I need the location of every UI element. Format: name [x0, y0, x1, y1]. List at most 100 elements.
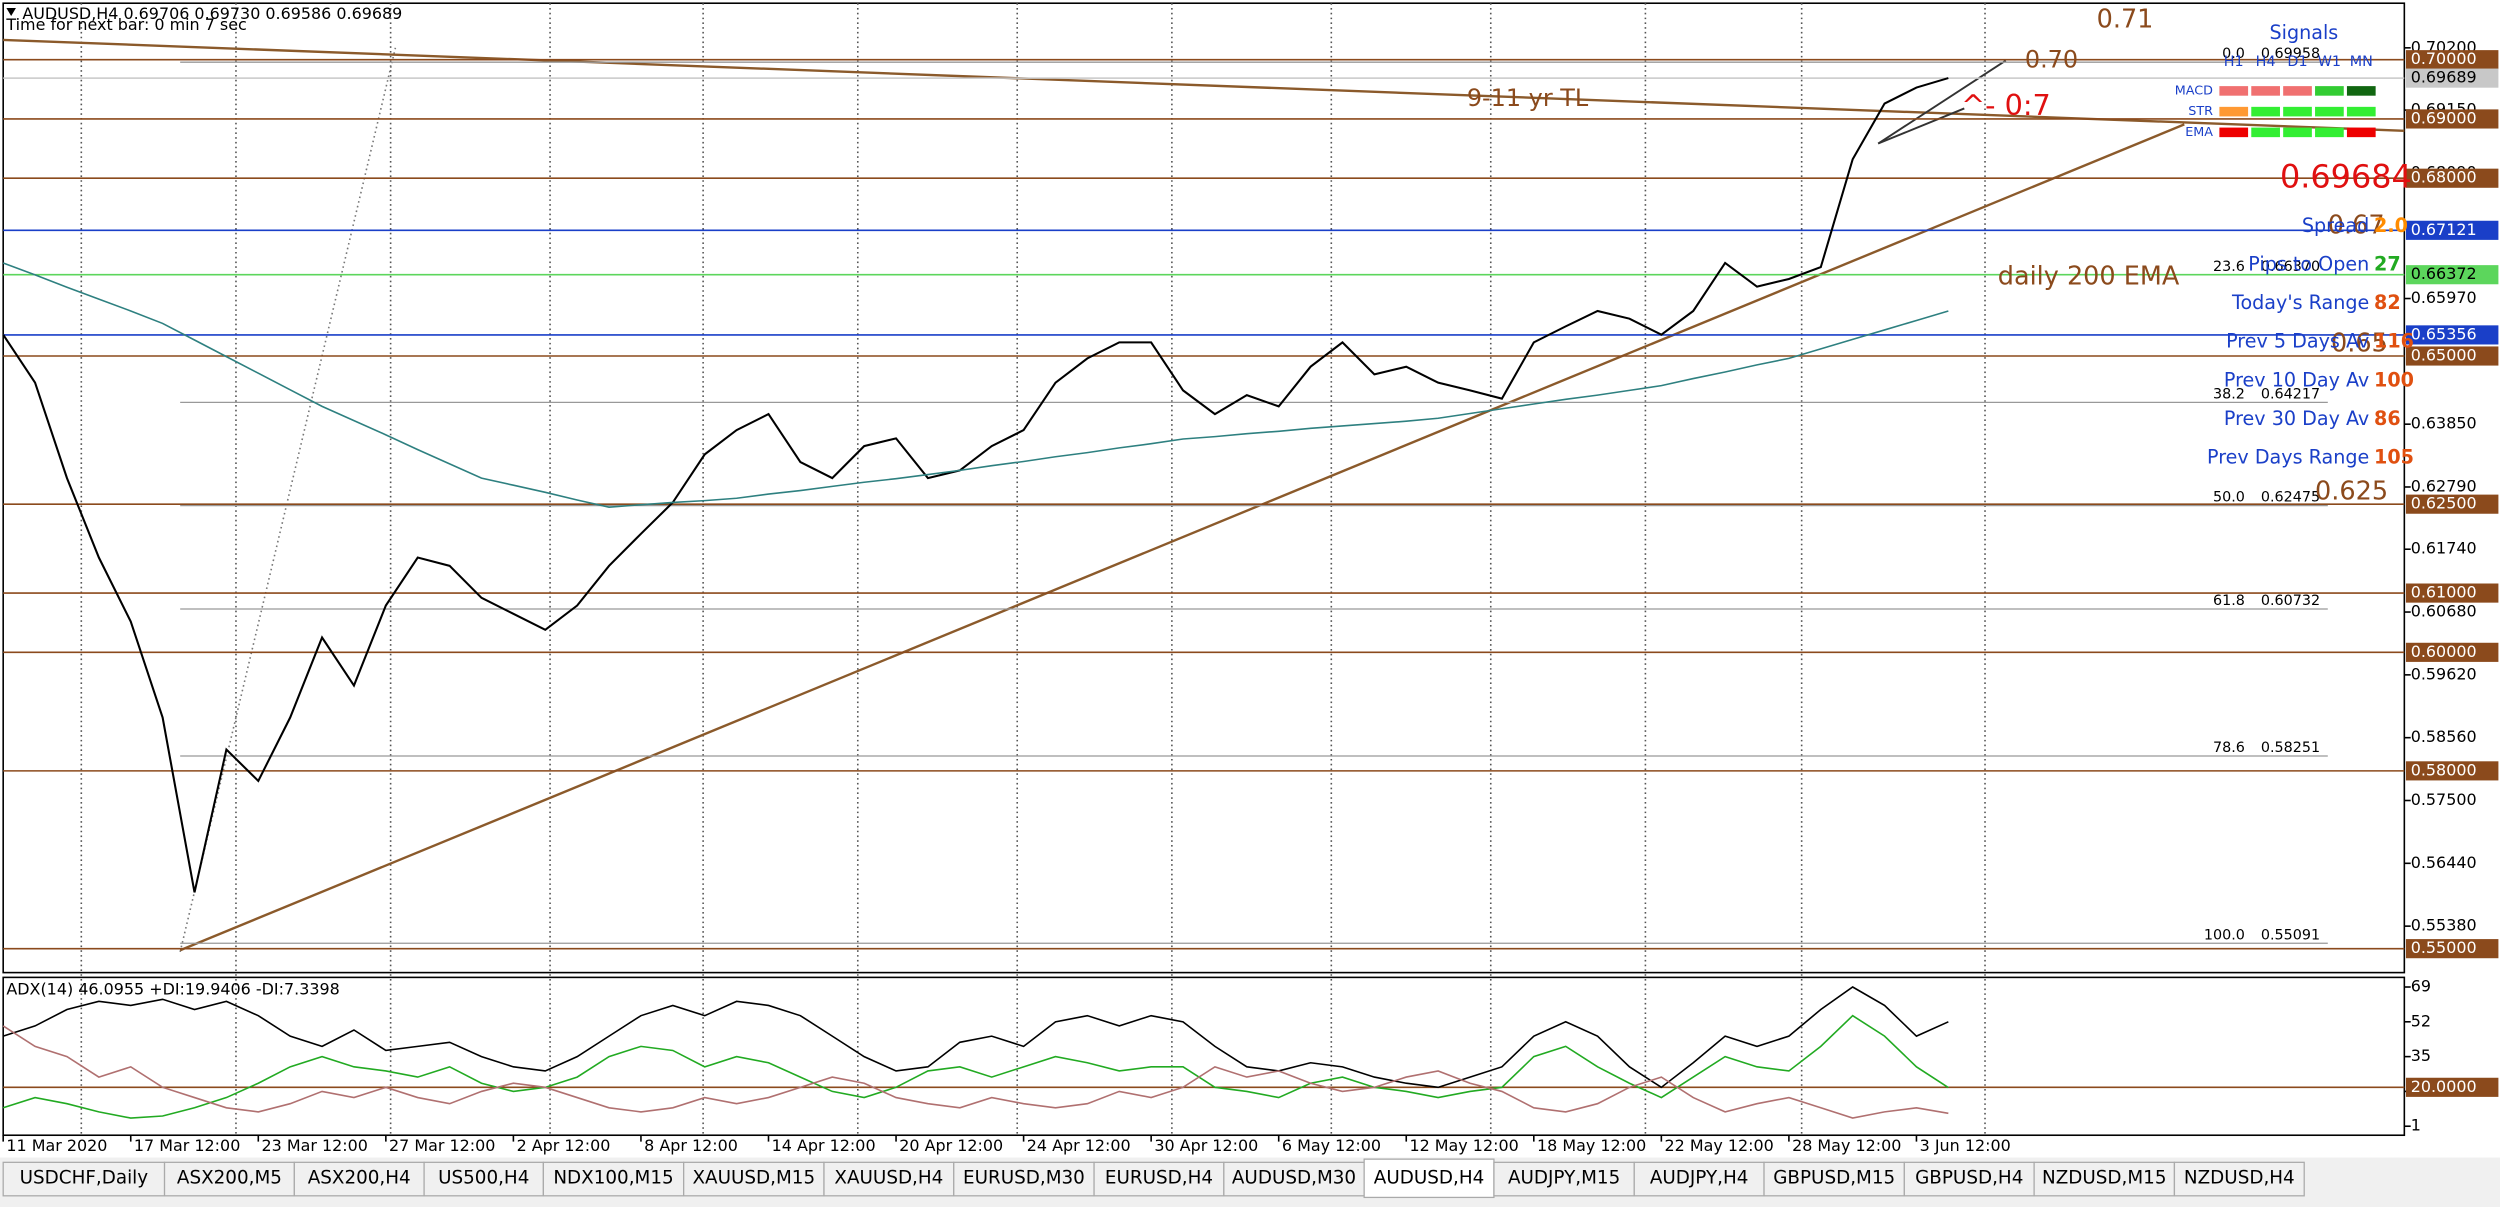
tab-label[interactable]: XAUUSD,H4 [834, 1167, 943, 1188]
tab-label[interactable]: NZDUSD,H4 [2184, 1167, 2295, 1188]
level-box [2405, 346, 2499, 366]
tab-label[interactable]: GBPUSD,M15 [1773, 1167, 1895, 1188]
fib-trend-line [179, 47, 397, 953]
signal-column: D1 [2287, 54, 2307, 70]
x-tick-label: 6 May 12:00 [1282, 1136, 1381, 1155]
signal-row-label: STR [2188, 104, 2213, 119]
y-tick-label: 0.59620 [2411, 664, 2477, 683]
level-box [2405, 494, 2499, 514]
level-label: 0.60000 [2411, 642, 2477, 661]
y-tick-label: 0.56440 [2411, 853, 2477, 872]
y-tick-label: 0.60680 [2411, 602, 2477, 621]
tab-label[interactable]: US500,H4 [438, 1167, 529, 1188]
series-line [2, 77, 1949, 893]
signal-column: W1 [2318, 54, 2341, 70]
series-line [2, 986, 1949, 1089]
signal-box [2346, 127, 2376, 138]
x-tick-label: 20 Apr 12:00 [899, 1136, 1003, 1155]
level-box [2405, 325, 2499, 345]
level-box [2405, 109, 2499, 129]
y-tick-label: 0.58560 [2411, 727, 2477, 746]
annotation: 0.69684 [2280, 158, 2412, 196]
tab-label[interactable]: USDCHF,Daily [20, 1167, 149, 1188]
tab[interactable] [1633, 1161, 1765, 1197]
signal-column: H4 [2256, 54, 2276, 70]
fib-price: 0.62475 [2261, 490, 2320, 506]
tab-label[interactable]: AUDUSD,M30 [1232, 1167, 1356, 1188]
tab-label[interactable]: EURUSD,H4 [1105, 1167, 1213, 1188]
fib-level: 61.8 [2213, 593, 2245, 609]
level-label: 0.65000 [2411, 346, 2477, 365]
tab[interactable] [1093, 1161, 1225, 1197]
x-tick-label: 3 Jun 12:00 [1920, 1136, 2011, 1155]
tab[interactable] [1223, 1161, 1365, 1197]
x-tick-label: 27 Mar 12:00 [389, 1136, 495, 1155]
tab[interactable] [823, 1161, 955, 1197]
signal-box [2251, 127, 2280, 138]
tab-label[interactable]: AUDJPY,M15 [1508, 1167, 1620, 1188]
tab-label[interactable]: GBPUSD,H4 [1915, 1167, 2023, 1188]
annotation: 0.65 [2331, 328, 2388, 358]
tab[interactable] [293, 1161, 425, 1197]
level-box [2405, 50, 2499, 70]
channel-line [1877, 59, 2007, 145]
signal-box [2219, 127, 2249, 138]
tab-label[interactable]: EURUSD,M30 [963, 1167, 1085, 1188]
tab[interactable] [1903, 1161, 2035, 1197]
tab-label[interactable]: ASX200,M5 [177, 1167, 282, 1188]
signal-box [2219, 86, 2249, 96]
signal-box [2251, 106, 2280, 117]
annotation: 9-11 yr TL [1467, 84, 1589, 112]
info-label: Prev Days Range [2207, 445, 2369, 468]
x-tick-label: 14 Apr 12:00 [772, 1136, 876, 1155]
main-panel-frame [2, 2, 2406, 974]
up-trend-line [179, 123, 2185, 952]
x-tick-label: 2 Apr 12:00 [517, 1136, 611, 1155]
tab-label[interactable]: ASX200,H4 [308, 1167, 411, 1188]
fib-level: 0.0 [2222, 46, 2245, 62]
x-tick-label: 24 Apr 12:00 [1027, 1136, 1131, 1155]
tab[interactable] [2, 1161, 166, 1197]
level-label: 0.58000 [2411, 760, 2477, 779]
info-value: 86 [2374, 407, 2401, 430]
signal-column: MN [2350, 54, 2373, 70]
tab[interactable] [683, 1161, 825, 1197]
annotation: 0.71 [2097, 5, 2154, 35]
level-box [2405, 168, 2499, 188]
tab[interactable] [2173, 1161, 2305, 1197]
x-tick-label: 18 May 12:00 [1537, 1136, 1646, 1155]
level-box [2405, 68, 2499, 88]
level-box [2405, 220, 2499, 240]
tab[interactable] [1763, 1161, 1905, 1197]
signal-row-label: MACD [2175, 83, 2213, 98]
tab-label[interactable]: NDX100,M15 [553, 1167, 673, 1188]
tab-label[interactable]: AUDJPY,H4 [1650, 1167, 1749, 1188]
level-label: 0.61000 [2411, 583, 2477, 602]
collapse-icon [6, 7, 16, 16]
tab-label[interactable]: XAUUSD,M15 [693, 1167, 816, 1188]
signal-box [2315, 106, 2344, 117]
info-value: 100 [2374, 368, 2414, 391]
tab-label[interactable]: AUDUSD,H4 [1374, 1167, 1485, 1188]
fib-price: 0.60732 [2261, 593, 2320, 609]
signal-box [2283, 127, 2312, 138]
y-tick-label: 0.57500 [2411, 790, 2477, 809]
series-line [2, 1014, 1949, 1119]
y-tick-label: 0.62790 [2411, 476, 2477, 495]
level-box [2405, 939, 2499, 959]
tab[interactable] [1493, 1161, 1635, 1197]
tab-label[interactable]: NZDUSD,M15 [2042, 1167, 2167, 1188]
tab[interactable] [1363, 1158, 1495, 1199]
level-label: 0.69000 [2411, 108, 2477, 127]
indicator-title: ADX(14) 46.0955 +DI:19.9406 -DI:7.3398 [6, 980, 339, 999]
y-tick-label: 1 [2411, 1116, 2421, 1135]
annotation: 0.70 [2025, 46, 2078, 74]
info-label: Pips to Open [2248, 253, 2369, 276]
x-tick-label: 22 May 12:00 [1665, 1136, 1774, 1155]
fib-level: 23.6 [2213, 259, 2245, 275]
period-separators [80, 3, 1986, 1136]
tab[interactable] [953, 1161, 1095, 1197]
